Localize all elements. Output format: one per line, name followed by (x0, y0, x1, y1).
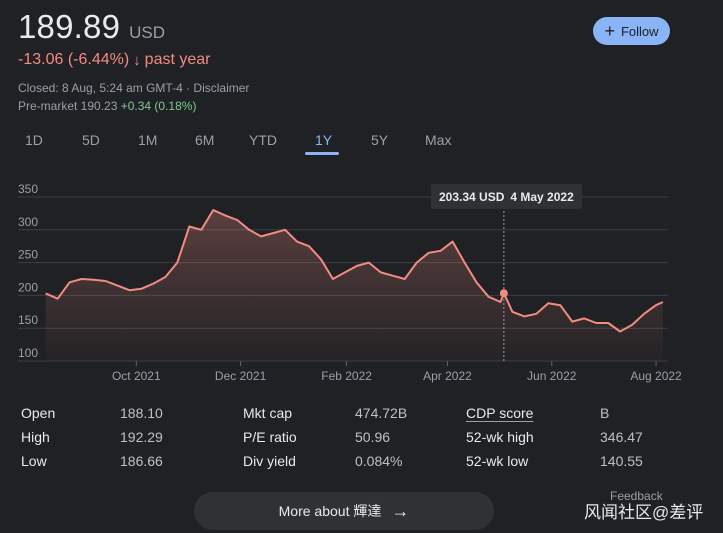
pe-value: 50.96 (355, 429, 391, 445)
x-tick-label: Aug 2022 (630, 369, 682, 383)
tooltip-date: 4 May 2022 (510, 189, 574, 204)
feedback-link[interactable]: Feedback (610, 489, 663, 503)
tooltip-value: 203.34 USD (439, 189, 505, 204)
y-tick-label: 100 (18, 346, 38, 360)
price-chart[interactable]: 100 150 200 250 300 350 Oct 2021 Dec 2021 Feb 20… (0, 175, 723, 390)
x-tick-label: Dec 2021 (215, 369, 267, 383)
high-label: High (21, 429, 50, 445)
current-price: 189.89 (18, 8, 121, 45)
tab-ytd[interactable]: YTD (249, 132, 277, 148)
mktcap-label: Mkt cap (243, 405, 293, 421)
y-tick-label: 200 (18, 280, 38, 294)
open-label: Open (21, 405, 56, 421)
currency-label: USD (129, 23, 166, 42)
price-change-row: -13.06 (-6.44%) ↓ past year (18, 51, 210, 69)
watermark: 风闻社区@差评 (584, 503, 704, 522)
price-tooltip: 203.34 USD 4 May 2022 (431, 184, 582, 209)
div-yield-value: 0.084% (355, 453, 403, 469)
y-tick-label: 300 (18, 215, 38, 229)
hover-point (499, 289, 508, 298)
cdp-score-value: B (600, 405, 610, 421)
div-yield-label: Div yield (243, 453, 296, 469)
tab-5y[interactable]: 5Y (371, 132, 389, 148)
more-about-label: More about 輝達 (278, 503, 382, 519)
tab-1m[interactable]: 1M (138, 132, 158, 148)
premarket-info: Pre-market 190.23 +0.34 (0.18%) (18, 99, 196, 113)
wk-high-label: 52-wk high (466, 429, 534, 445)
pe-label: P/E ratio (243, 429, 297, 445)
y-tick-label: 150 (18, 313, 38, 327)
tab-1d[interactable]: 1D (25, 132, 43, 148)
wk-low-value: 140.55 (600, 453, 643, 469)
closed-info: Closed: 8 Aug, 5:24 am GMT-4 · Disclaime… (18, 81, 250, 95)
low-label: Low (21, 453, 47, 469)
plus-icon: + (604, 21, 615, 41)
price-line (45, 209, 664, 333)
low-value: 186.66 (120, 453, 163, 469)
price-area-fill (45, 210, 663, 361)
tab-6m[interactable]: 6M (195, 132, 215, 148)
premarket-change: +0.34 (0.18%) (120, 99, 197, 113)
y-tick-label: 350 (18, 182, 38, 196)
x-tick-label: Feb 2022 (321, 369, 372, 383)
x-tick-label: Oct 2021 (112, 369, 161, 383)
mktcap-value: 474.72B (355, 405, 408, 421)
follow-label: Follow (620, 23, 659, 39)
tab-max[interactable]: Max (425, 132, 452, 148)
wk-low-label: 52-wk low (466, 453, 529, 469)
x-tick-label: Jun 2022 (527, 369, 577, 383)
more-about-button[interactable]: More about 輝達 → (194, 492, 494, 530)
down-arrow-icon: ↓ (133, 51, 141, 69)
x-tick-label: Apr 2022 (423, 369, 472, 383)
cdp-score-link[interactable]: CDP score (466, 405, 534, 421)
tab-1y[interactable]: 1Y (315, 132, 333, 148)
wk-high-value: 346.47 (600, 429, 643, 445)
arrow-right-icon: → (391, 500, 410, 521)
tab-5d[interactable]: 5D (82, 132, 100, 148)
follow-button[interactable]: + Follow (593, 17, 670, 45)
active-tab-indicator (305, 152, 339, 155)
price-row: 189.89 USD (18, 8, 165, 46)
price-change: -13.06 (-6.44%) (18, 51, 130, 68)
premarket-label: Pre-market 190.23 (18, 99, 118, 113)
y-tick-label: 250 (18, 248, 38, 262)
high-value: 192.29 (120, 429, 163, 445)
change-period: past year (144, 51, 211, 68)
open-value: 188.10 (120, 405, 163, 421)
